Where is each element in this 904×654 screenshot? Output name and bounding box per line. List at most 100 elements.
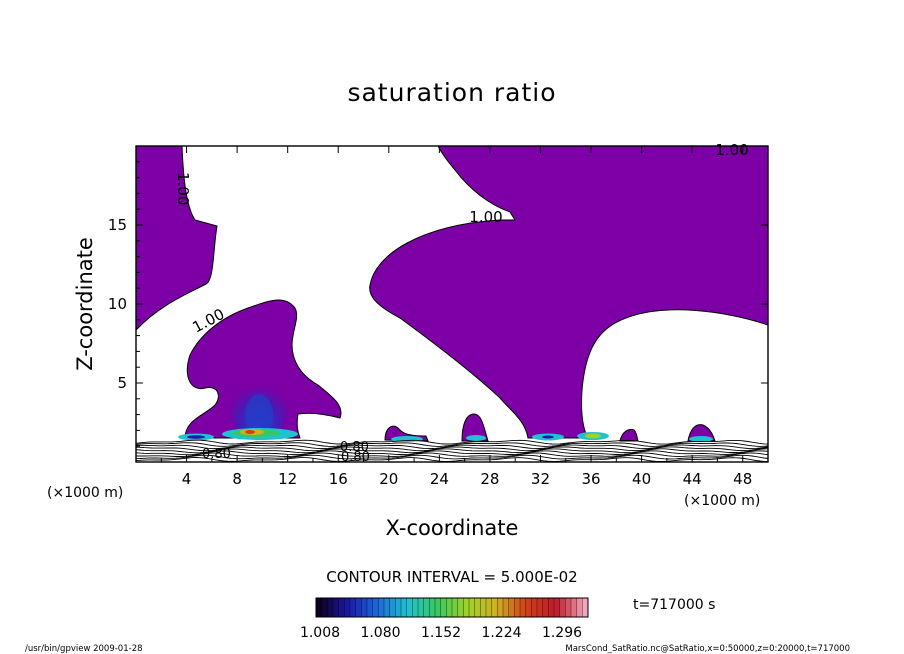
small-cloud-b [461,413,489,442]
contour-label-left-upper: 1.00 [174,172,192,205]
colorbar-cell [344,598,351,617]
footer-right: MarsCond_SatRatio.nc@SatRatio,x=0:50000,… [565,644,850,654]
colorbar-cell [423,598,430,617]
colorbar-cell [503,598,509,617]
colorbar-cell [571,598,577,617]
colorbar-label: 1.008 [300,625,340,641]
colorbar-cell [480,598,487,617]
saturated-region-upper-right [369,146,768,439]
colorbar-cell [372,598,379,617]
colorbar-cell [508,598,515,617]
colorbar-cell [367,598,373,617]
x-tick-label: 4 [182,470,192,488]
x-unit-right: (×1000 m) [684,493,760,509]
colorbar-cell [531,598,538,617]
colorbar-cell [338,598,345,617]
x-tick-label: 44 [683,470,702,488]
colorbar-cell [418,598,424,617]
colorbar-cell [469,598,475,617]
colorbar-cell [491,598,498,617]
saturated-region-left [136,146,218,331]
surface-contour [136,450,768,456]
colorbar-cell [514,598,521,617]
small-cloud-d [619,429,639,442]
x-tick-label: 28 [480,470,499,488]
y-axis: 5 10 15 [108,161,768,447]
colorbar-cell [565,598,572,617]
colorbar-cell [446,598,453,617]
contour-interval: CONTOUR INTERVAL = 5.000E-02 [326,568,577,586]
saturated-region-cloud [184,299,342,439]
supersaturation-patches [178,428,713,442]
surface-contour [136,439,768,445]
colorbar-label: 1.224 [481,625,521,641]
colorbar-cell [452,598,458,617]
colorbar-label: 1.152 [421,625,461,641]
colorbar-cell [384,598,390,617]
colorbar-cell [350,598,356,617]
colorbar-cell [406,598,413,617]
colorbar-cell [463,598,470,617]
colorbar-cell [316,598,322,617]
contour-label-mid-upper: 1.00 [469,208,502,226]
colorbar-cell [440,598,447,617]
colorbar-cell [582,598,589,617]
colorbar-cell [401,598,407,617]
plot-area: 1.00 1.00 1.00 1.00 0.80 0.80 0.80 [135,141,769,465]
surface-contour [136,446,768,452]
x-tick-label: 20 [379,470,398,488]
colorbar-cell [361,598,368,617]
x-tick-label: 16 [329,470,348,488]
colorbar-cell [554,598,560,617]
colorbar-label: 1.080 [360,625,400,641]
x-tick-label: 40 [632,470,651,488]
cloud-core-inner [245,394,273,438]
colorbar-cell [520,598,526,617]
x-tick-label: 48 [733,470,752,488]
colorbar-label: 1.296 [542,625,582,641]
surface-contour [136,442,768,447]
y-tick-label: 10 [108,295,127,313]
y-axis-label: Z-coordinate [73,237,97,371]
colorbar-cell [497,598,504,617]
colorbar: 1.008 1.080 1.152 1.224 1.296 [300,597,589,641]
surface-contour [136,448,768,454]
colorbar-cell [537,598,543,617]
colorbar-cell [321,598,328,617]
colorbar-cell [412,598,419,617]
contour-label-surface-c: 0.80 [341,450,370,465]
colorbar-cell [378,598,385,617]
y-tick-label: 15 [108,216,127,234]
y-tick-label: 5 [117,374,127,392]
colorbar-cell [474,598,481,617]
surface-contour [136,454,768,460]
x-axis-label: X-coordinate [386,516,519,540]
time-label: t=717000 s [633,597,715,613]
colorbar-cell [327,598,334,617]
x-tick-label: 32 [531,470,550,488]
colorbar-cell [576,598,583,617]
contour-label-top-right: 1.00 [715,141,748,159]
colorbar-cell [559,598,566,617]
colorbar-cell [435,598,441,617]
colorbar-cell [429,598,436,617]
contour-label-surface-a: 0.80 [202,447,231,462]
x-tick-label: 8 [232,470,242,488]
surface-contour [136,444,768,450]
chart-title: saturation ratio [347,78,556,107]
footer-left: /usr/bin/gpview 2009-01-28 [25,644,143,654]
contour-label-surface-b: 0.80 [340,440,369,455]
colorbar-cell [395,598,402,617]
x-tick-label: 36 [581,470,600,488]
x-unit-left: (×1000 m) [47,485,123,501]
x-axis: 4 8 12 16 20 24 28 32 36 40 44 48 [160,146,752,488]
x-tick-label: 24 [430,470,449,488]
colorbar-cell [457,598,464,617]
colorbar-cell [486,598,492,617]
surface-contour [136,452,768,457]
colorbar-cell [355,598,362,617]
colorbar-cell [333,598,339,617]
colorbar-cell [542,598,549,617]
colorbar-cell [525,598,532,617]
